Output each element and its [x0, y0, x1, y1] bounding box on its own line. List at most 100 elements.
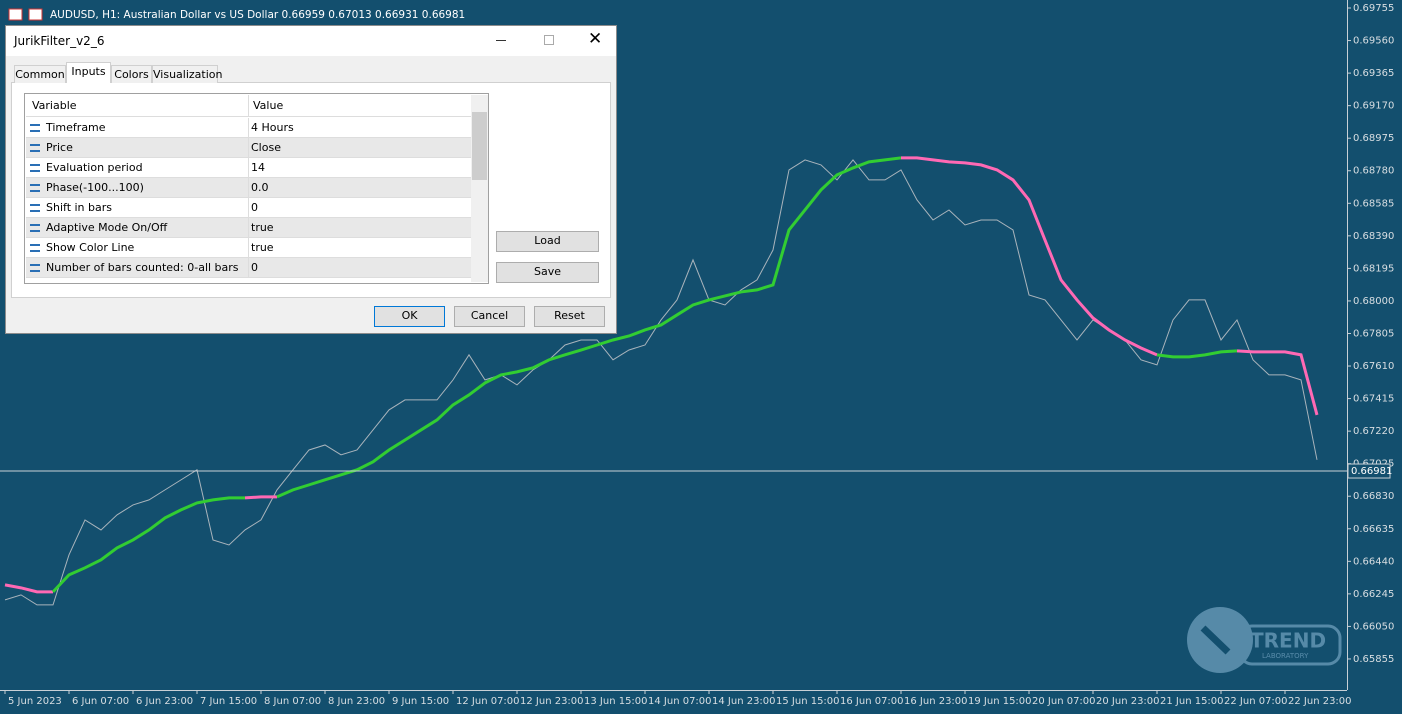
y-tick-label: 0.67805 [1353, 328, 1394, 339]
y-tick-label: 0.67415 [1353, 394, 1394, 405]
input-row[interactable]: Shift in bars 0 [26, 198, 471, 218]
dialog-title: JurikFilter_v2_6 [14, 34, 105, 48]
variable-value: 14 [251, 161, 265, 174]
row-icon [30, 244, 40, 252]
x-tick-label: 20 Jun 23:00 [1096, 696, 1160, 707]
dialog: JurikFilter_v2_6 ✕ Common Inputs Colors Vis… [5, 25, 617, 334]
variable-value: 0 [251, 261, 258, 274]
y-tick-label: 0.68195 [1353, 263, 1394, 274]
logo: TREND LABORATORY [1187, 607, 1342, 673]
input-row[interactable]: Number of bars counted: 0-all bars 0 [26, 258, 471, 278]
current-price-box [1347, 463, 1391, 479]
side-button[interactable]: Load [496, 231, 599, 252]
y-tick-label: 0.68000 [1353, 296, 1394, 307]
row-icon [30, 124, 40, 132]
input-row[interactable]: Evaluation period 14 [26, 158, 471, 178]
y-tick-label: 0.67610 [1353, 361, 1394, 372]
y-tick-label: 0.66635 [1353, 524, 1394, 535]
filter-line [276, 156, 902, 499]
row-icon [30, 264, 40, 272]
x-tick-label: 12 Jun 07:00 [456, 696, 520, 707]
y-tick-label: 0.66245 [1353, 589, 1394, 600]
y-tick-label: 0.69170 [1353, 101, 1394, 112]
variable-name: Adaptive Mode On/Off [46, 221, 168, 234]
variable-value: Close [251, 141, 281, 154]
variable-value: 0.0 [251, 181, 269, 194]
filter-line [51, 496, 245, 593]
dialog-button[interactable]: Reset [534, 306, 605, 327]
minimize-button[interactable] [496, 40, 506, 41]
x-tick-label: 16 Jun 07:00 [840, 696, 904, 707]
maximize-button[interactable] [544, 35, 554, 45]
input-row[interactable]: Price Close [26, 138, 471, 158]
close-button[interactable]: ✕ [588, 29, 603, 49]
x-tick-label: 15 Jun 15:00 [776, 696, 840, 707]
x-tick-label: 7 Jun 15:00 [200, 696, 257, 707]
y-tick-label: 0.68585 [1353, 198, 1394, 209]
row-icon [30, 184, 40, 192]
input-table: Variable Value Timeframe 4 Hours Price Clos… [24, 93, 489, 284]
y-tick-label: 0.68390 [1353, 231, 1394, 242]
row-icon [30, 144, 40, 152]
filter-line [901, 156, 1158, 357]
x-tick-label: 8 Jun 07:00 [264, 696, 321, 707]
logo-mark [1200, 625, 1231, 655]
logo-frame [1238, 624, 1342, 666]
tab[interactable]: Colors [111, 65, 152, 83]
header-row: Variable Value [26, 95, 471, 117]
filter-line [1236, 349, 1319, 416]
x-tick-label: 8 Jun 23:00 [328, 696, 385, 707]
tab[interactable]: Visualization [152, 65, 222, 83]
chart-icon [8, 8, 23, 21]
filter-line [244, 495, 277, 500]
row-icon [30, 164, 40, 172]
side-button[interactable]: Save [496, 262, 599, 283]
y-tick-label: 0.66830 [1353, 491, 1394, 502]
y-tick-label: 0.69560 [1353, 36, 1394, 47]
y-tick-label: 0.65855 [1353, 654, 1394, 665]
window-title: AUDUSD, H1: Australian Dollar vs US Doll… [50, 9, 465, 21]
variable-name: Shift in bars [46, 201, 112, 214]
y-tick-label: 0.66440 [1353, 556, 1394, 567]
variable-name: Number of bars counted: 0-all bars [46, 261, 239, 274]
x-tick-label: 22 Jun 07:00 [1224, 696, 1288, 707]
title-bar [6, 26, 616, 56]
row-icon [30, 224, 40, 232]
variable-name: Show Color Line [46, 241, 135, 254]
chart-icon [28, 8, 43, 21]
x-tick-label: 12 Jun 23:00 [520, 696, 584, 707]
variable-name: Price [46, 141, 73, 154]
x-tick-label: 9 Jun 15:00 [392, 696, 449, 707]
input-row[interactable]: Show Color Line true [26, 238, 471, 258]
y-tick-label: 0.68780 [1353, 166, 1394, 177]
dialog-button[interactable]: OK [374, 306, 445, 327]
x-tick-label: 16 Jun 23:00 [904, 696, 968, 707]
variable-value: true [251, 221, 274, 234]
variable-name: Phase(-100...100) [46, 181, 144, 194]
variable-value: true [251, 241, 274, 254]
input-row[interactable]: Timeframe 4 Hours [26, 118, 471, 138]
scroll-thumb[interactable] [472, 112, 487, 180]
x-tick-label: 14 Jun 07:00 [648, 696, 712, 707]
tab[interactable]: Common [14, 65, 66, 83]
y-tick-label: 0.69755 [1353, 3, 1394, 14]
x-tick-label: 21 Jun 15:00 [1160, 696, 1224, 707]
x-tick-label: 5 Jun 2023 [8, 696, 62, 707]
tab[interactable]: Inputs [66, 62, 111, 83]
y-tick-label: 0.68975 [1353, 133, 1394, 144]
variable-name: Evaluation period [46, 161, 143, 174]
logo-circle [1187, 607, 1253, 673]
filter-line [1156, 349, 1238, 359]
dialog-button[interactable]: Cancel [454, 306, 525, 327]
x-tick-label: 13 Jun 15:00 [584, 696, 648, 707]
variable-value: 4 Hours [251, 121, 294, 134]
logo-sub: LABORATORY [1262, 652, 1309, 660]
y-tick-label: 0.67220 [1353, 426, 1394, 437]
x-tick-label: 6 Jun 07:00 [72, 696, 129, 707]
input-row[interactable]: Adaptive Mode On/Off true [26, 218, 471, 238]
x-tick-label: 20 Jun 07:00 [1032, 696, 1096, 707]
x-tick-label: 6 Jun 23:00 [136, 696, 193, 707]
column-header: Variable [32, 99, 77, 112]
input-row[interactable]: Phase(-100...100) 0.0 [26, 178, 471, 198]
x-tick-label: 22 Jun 23:00 [1288, 696, 1352, 707]
